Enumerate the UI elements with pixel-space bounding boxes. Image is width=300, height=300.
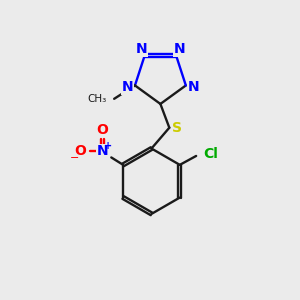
Text: +: + [104, 140, 112, 151]
Text: N: N [188, 80, 199, 94]
Text: −: − [70, 153, 80, 163]
Text: O: O [75, 145, 87, 158]
Text: N: N [174, 42, 185, 56]
Text: S: S [172, 121, 182, 135]
Text: Cl: Cl [204, 148, 218, 161]
Text: CH₃: CH₃ [88, 94, 107, 104]
Text: N: N [122, 80, 133, 94]
Text: N: N [135, 42, 147, 56]
Text: N: N [97, 145, 108, 158]
Text: O: O [96, 123, 108, 137]
